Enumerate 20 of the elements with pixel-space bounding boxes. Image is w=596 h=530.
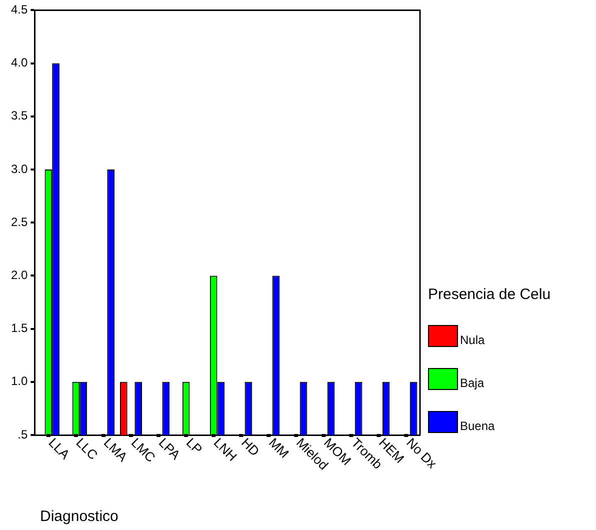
y-tick-label: 2.0 (10, 268, 28, 282)
y-tick-label: 1.0 (10, 374, 28, 388)
y-tick-label: 4.0 (10, 56, 28, 70)
legend-label: Baja (460, 376, 484, 390)
legend-title: Presencia de Celu (428, 286, 551, 303)
y-tick-label: 2.5 (10, 214, 28, 229)
y-tick-label: 4.5 (10, 2, 28, 17)
x-tick-label: LLA (46, 435, 73, 462)
x-tick-label: LLC (73, 435, 101, 463)
legend-label: Nula (460, 333, 485, 347)
legend-label: Buena (460, 419, 495, 433)
y-tick-label: 1.5 (10, 321, 28, 336)
y-tick-label: 3.5 (10, 108, 28, 123)
y-tick-label: 3.0 (10, 162, 28, 176)
y-tick-label: .5 (18, 427, 28, 442)
x-tick-label: No Dx (404, 435, 440, 472)
x-axis-title: Diagnostico (40, 508, 118, 525)
x-tick-label: MM (266, 435, 292, 461)
x-tick-label: LP (183, 435, 206, 457)
x-tick-label: HD (238, 435, 262, 459)
